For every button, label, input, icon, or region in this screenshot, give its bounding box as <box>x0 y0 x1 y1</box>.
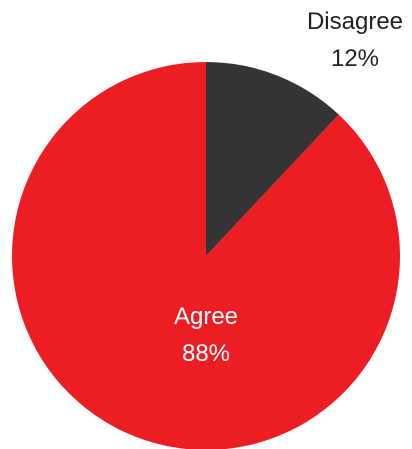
pie-slice-agree <box>12 62 400 449</box>
disagree-value-label: 12% <box>331 45 379 72</box>
pie-slices <box>12 62 400 449</box>
disagree-label: Disagree <box>307 8 403 35</box>
agree-value-label: 88% <box>182 340 230 367</box>
pie-slice-disagree <box>206 62 339 256</box>
pie-labels: Disagree 12% Agree 88% <box>174 8 403 367</box>
agree-label: Agree <box>174 303 238 330</box>
